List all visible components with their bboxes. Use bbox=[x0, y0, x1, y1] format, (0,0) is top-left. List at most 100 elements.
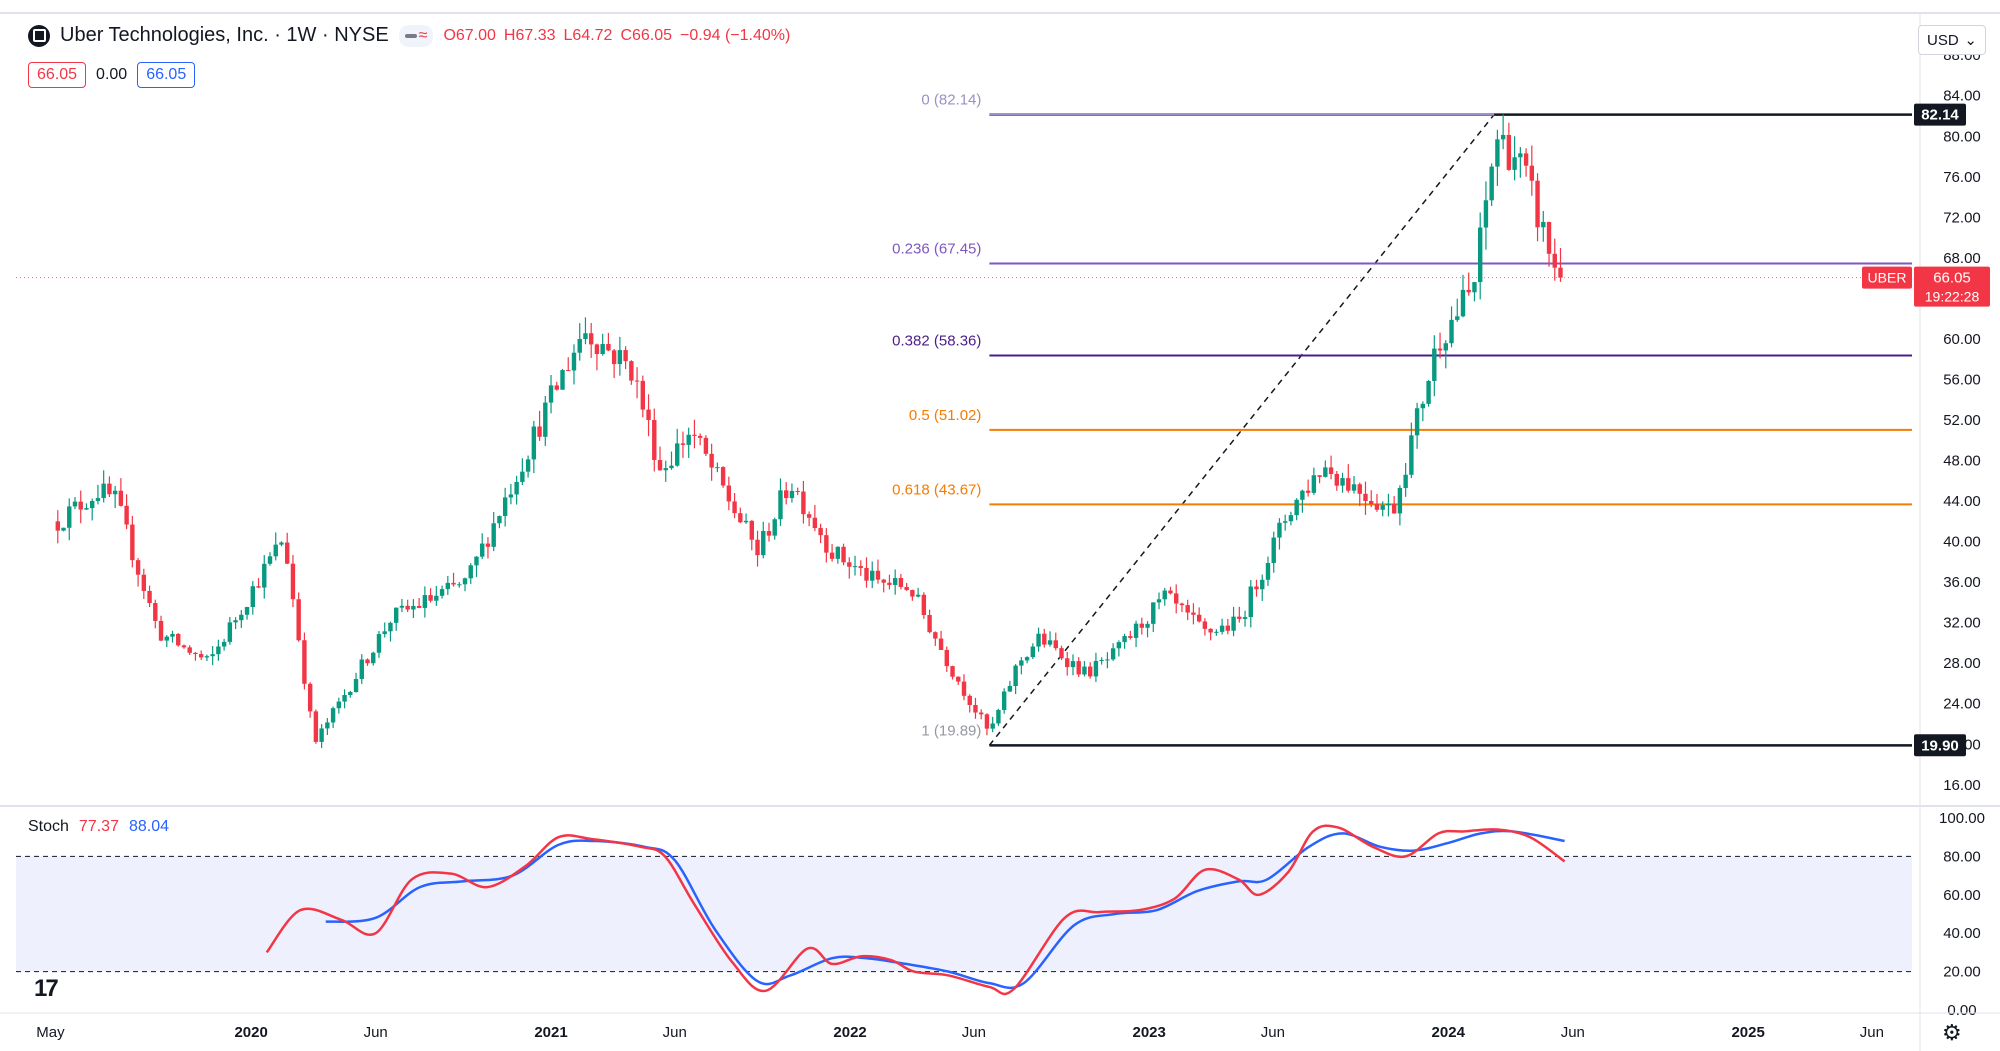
buy-button[interactable]: 66.05 bbox=[137, 62, 196, 88]
candle-body bbox=[462, 578, 468, 585]
fib-level-label: 0.618 (43.67) bbox=[892, 481, 981, 498]
candle-body bbox=[262, 563, 267, 588]
high-value: H67.33 bbox=[503, 26, 556, 44]
fib-level-label: 0.236 (67.45) bbox=[892, 240, 981, 257]
candle-body bbox=[1363, 493, 1368, 501]
symbol-tag-label: UBER bbox=[1868, 270, 1907, 286]
candle-body bbox=[927, 615, 932, 633]
stoch-tick-label: 20.00 bbox=[1943, 964, 1981, 981]
candle-body bbox=[933, 632, 938, 639]
candle-body bbox=[1225, 625, 1231, 631]
stoch-legend[interactable]: Stoch 77.37 88.04 bbox=[28, 818, 169, 836]
candle-body bbox=[1340, 478, 1345, 486]
fib-level-label: 0.382 (58.36) bbox=[892, 333, 981, 350]
gear-icon[interactable]: ⚙ bbox=[1942, 1020, 1962, 1045]
candle-body bbox=[1277, 522, 1282, 538]
price-tick-label: 36.00 bbox=[1943, 574, 1981, 591]
candle-body bbox=[1145, 623, 1150, 628]
stoch-tick-label: 0.00 bbox=[1947, 1002, 1976, 1019]
candle-body bbox=[709, 453, 714, 468]
candle-body bbox=[623, 350, 628, 362]
candle-body bbox=[112, 490, 118, 495]
time-tick-label: 2025 bbox=[1731, 1024, 1764, 1041]
candle-body bbox=[675, 443, 680, 466]
candle-body bbox=[1443, 343, 1448, 351]
candle-body bbox=[1059, 648, 1064, 659]
candle-body bbox=[250, 586, 255, 608]
candle-body bbox=[703, 437, 709, 454]
axis-price-tag bbox=[1914, 734, 1966, 757]
change-value: −0.94 (−1.40%) bbox=[680, 26, 791, 44]
candle-body bbox=[216, 646, 221, 655]
candle-body bbox=[1168, 590, 1173, 594]
candle-body bbox=[210, 654, 215, 657]
candle-body bbox=[640, 380, 646, 410]
candle-body bbox=[405, 605, 410, 610]
candle-body bbox=[296, 599, 301, 641]
axis-price-tag bbox=[1914, 103, 1966, 126]
candle-body bbox=[984, 714, 990, 729]
candle-body bbox=[330, 708, 336, 723]
candle-body bbox=[766, 531, 772, 536]
price-tick-label: 76.00 bbox=[1943, 169, 1981, 186]
price-tick-label: 28.00 bbox=[1943, 655, 1981, 672]
candle-body bbox=[1133, 623, 1139, 638]
candle-body bbox=[508, 494, 514, 498]
candle-body bbox=[629, 361, 634, 381]
candle-body bbox=[273, 544, 278, 557]
candle-body bbox=[657, 460, 663, 471]
sell-button[interactable]: 66.05 bbox=[28, 62, 87, 88]
candle-body bbox=[187, 647, 192, 653]
price-tick-label: 84.00 bbox=[1943, 88, 1981, 105]
tradingview-logo-icon[interactable]: 17 bbox=[34, 975, 59, 1002]
candle-body bbox=[1288, 515, 1294, 522]
candle-body bbox=[1001, 691, 1007, 710]
candle-body bbox=[485, 543, 491, 547]
candle-body bbox=[1500, 134, 1506, 140]
chevron-down-icon: ⌄ bbox=[1964, 32, 1977, 49]
candle-body bbox=[560, 370, 565, 390]
candle-body bbox=[1432, 348, 1437, 381]
candle-body bbox=[1007, 685, 1013, 692]
candle-body bbox=[778, 490, 783, 520]
candle-body bbox=[468, 565, 473, 579]
candle-body bbox=[67, 506, 72, 528]
candle-body bbox=[732, 501, 737, 514]
candle-body bbox=[319, 728, 324, 742]
candle-body bbox=[267, 556, 273, 564]
candle-body bbox=[193, 652, 198, 655]
candle-body bbox=[1483, 200, 1489, 228]
candle-body bbox=[342, 694, 347, 702]
candle-body bbox=[973, 704, 978, 713]
candle-body bbox=[1116, 642, 1122, 649]
candle-body bbox=[1546, 221, 1552, 254]
candle-body bbox=[1237, 616, 1242, 619]
candle-body bbox=[531, 426, 537, 460]
candle-body bbox=[118, 490, 124, 506]
candle-body bbox=[439, 589, 445, 596]
candle-body bbox=[1558, 267, 1563, 278]
candle-body bbox=[990, 723, 995, 729]
currency-select[interactable]: USD ⌄ bbox=[1918, 25, 1986, 55]
candle-body bbox=[176, 633, 181, 646]
candle-body bbox=[61, 527, 66, 531]
candle-body bbox=[1409, 435, 1414, 475]
stoch-tick-label: 80.00 bbox=[1943, 848, 1981, 865]
symbol-title[interactable]: Uber Technologies, Inc. · 1W · NYSE bbox=[60, 24, 389, 46]
indicator-toggle[interactable]: ≈ bbox=[398, 24, 434, 47]
candle-body bbox=[1426, 380, 1431, 404]
candle-body bbox=[445, 582, 451, 590]
candle-body bbox=[1420, 403, 1426, 409]
bar-countdown-label: 19:22:28 bbox=[1925, 289, 1980, 305]
candle-body bbox=[1294, 499, 1299, 516]
candle-body bbox=[697, 435, 703, 438]
candle-body bbox=[198, 654, 204, 658]
candle-body bbox=[921, 594, 927, 616]
candle-body bbox=[663, 468, 668, 471]
candle-body bbox=[680, 443, 686, 445]
stoch-label: Stoch bbox=[28, 818, 69, 835]
candle-body bbox=[1128, 636, 1133, 638]
candle-body bbox=[101, 483, 106, 499]
candle-body bbox=[1351, 484, 1357, 491]
